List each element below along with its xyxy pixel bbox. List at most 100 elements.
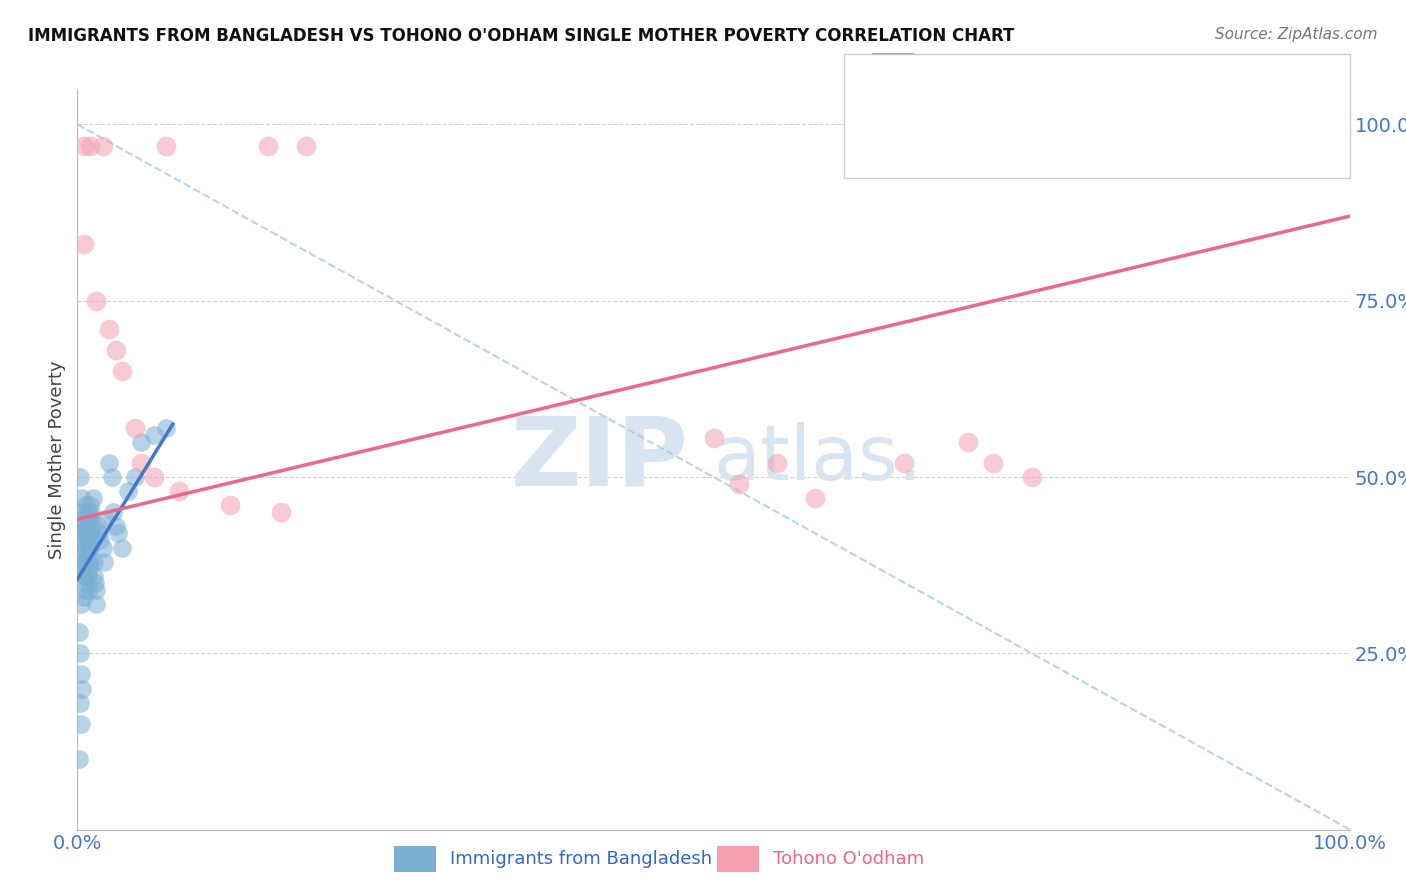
Point	[69, 470, 91, 484]
Point	[107, 526, 129, 541]
Point	[73, 568, 96, 582]
Point	[728, 477, 751, 491]
Text: R = 0.401   N = 66: R = 0.401 N = 66	[931, 61, 1101, 78]
Point	[67, 625, 90, 640]
Point	[117, 484, 139, 499]
Point	[83, 555, 105, 569]
Point	[79, 138, 101, 153]
Text: atlas.: atlas.	[714, 423, 922, 496]
Point	[101, 505, 124, 519]
Point	[73, 582, 96, 597]
Point	[80, 505, 103, 519]
Point	[94, 512, 117, 526]
Point	[79, 541, 101, 555]
Point	[73, 237, 96, 252]
Point	[77, 541, 100, 555]
Point	[804, 491, 827, 505]
Point	[86, 293, 108, 308]
Point	[111, 541, 134, 555]
Y-axis label: Single Mother Poverty: Single Mother Poverty	[48, 360, 66, 558]
Point	[73, 138, 96, 153]
Point	[98, 322, 121, 336]
Bar	[872, 100, 914, 134]
Point	[167, 484, 190, 499]
Point	[129, 434, 152, 449]
Point	[100, 470, 122, 484]
Point	[84, 575, 107, 590]
Point	[75, 555, 97, 569]
Point	[91, 138, 114, 153]
Point	[73, 590, 96, 604]
Point	[91, 541, 114, 555]
Point	[77, 512, 100, 526]
Point	[73, 519, 96, 533]
Point	[89, 533, 111, 548]
Point	[80, 519, 103, 533]
Point	[86, 597, 108, 611]
Bar	[717, 846, 759, 872]
Point	[73, 533, 96, 548]
Point	[76, 505, 98, 519]
Point	[983, 456, 1005, 470]
Point	[75, 575, 97, 590]
Point	[86, 582, 108, 597]
Point	[82, 533, 104, 548]
Point	[72, 526, 94, 541]
Point	[73, 555, 96, 569]
Point	[69, 696, 91, 710]
Point	[70, 597, 93, 611]
Point	[86, 519, 108, 533]
Bar	[394, 846, 436, 872]
Point	[72, 562, 94, 576]
Point	[1021, 470, 1043, 484]
Point	[69, 505, 91, 519]
Point	[87, 526, 110, 541]
Point	[67, 752, 90, 766]
Point	[957, 434, 980, 449]
Point	[124, 420, 146, 434]
Text: Tohono O'odham: Tohono O'odham	[773, 850, 924, 868]
Point	[73, 568, 96, 582]
Point	[142, 427, 165, 442]
Point	[76, 568, 98, 582]
Point	[72, 491, 94, 505]
Point	[82, 491, 104, 505]
Point	[124, 470, 146, 484]
Point	[75, 526, 97, 541]
Bar	[872, 53, 914, 87]
Point	[111, 364, 134, 378]
Point	[155, 420, 177, 434]
Point	[76, 533, 98, 548]
Point	[73, 541, 96, 555]
Point	[77, 582, 100, 597]
Point	[257, 138, 280, 153]
Point	[70, 512, 93, 526]
Point	[76, 519, 98, 533]
Point	[73, 548, 96, 562]
Point	[70, 667, 93, 681]
Point	[893, 456, 915, 470]
Text: Immigrants from Bangladesh: Immigrants from Bangladesh	[450, 850, 711, 868]
Point	[67, 526, 90, 541]
Point	[98, 456, 121, 470]
Point	[104, 519, 127, 533]
Text: IMMIGRANTS FROM BANGLADESH VS TOHONO O'ODHAM SINGLE MOTHER POVERTY CORRELATION C: IMMIGRANTS FROM BANGLADESH VS TOHONO O'O…	[28, 27, 1015, 45]
Point	[75, 498, 97, 512]
Point	[270, 505, 292, 519]
Point	[76, 555, 98, 569]
Point	[142, 470, 165, 484]
Point	[79, 512, 101, 526]
Point	[93, 555, 115, 569]
Point	[73, 512, 96, 526]
Point	[77, 562, 100, 576]
Point	[295, 138, 318, 153]
Point	[70, 555, 93, 569]
Point	[77, 526, 100, 541]
Point	[72, 681, 94, 696]
Point	[155, 138, 177, 153]
Point	[75, 541, 97, 555]
Text: R = 0.484   N = 25: R = 0.484 N = 25	[931, 108, 1101, 126]
Text: Source: ZipAtlas.com: Source: ZipAtlas.com	[1215, 27, 1378, 42]
Point	[69, 646, 91, 660]
Point	[79, 498, 101, 512]
